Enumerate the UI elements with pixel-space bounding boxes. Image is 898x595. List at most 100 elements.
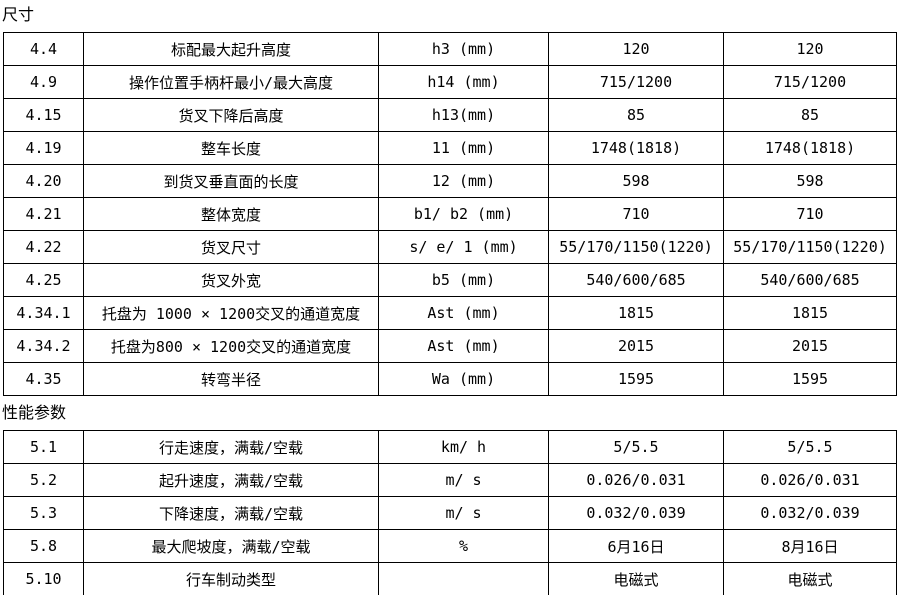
- param-name-cell: 托盘为 1000 × 1200交叉的通道宽度: [83, 296, 379, 330]
- param-name-cell: 操作位置手柄杆最小/最大高度: [83, 65, 379, 99]
- table-row: 5.10 行车制动类型 电磁式 电磁式: [3, 562, 897, 595]
- value-col1-cell: 0.026/0.031: [548, 463, 724, 497]
- value-col2-cell: 5/5.5: [723, 430, 897, 464]
- param-name-cell: 货叉下降后高度: [83, 98, 379, 132]
- table-row: 4.34.1 托盘为 1000 × 1200交叉的通道宽度 Ast (mm) 1815…: [3, 296, 897, 330]
- row-index-cell: 4.34.1: [3, 296, 84, 330]
- param-symbol-cell: [378, 562, 549, 595]
- param-symbol-cell: h14 (mm): [378, 65, 549, 99]
- value-col1-cell: 55/170/1150(1220): [548, 230, 724, 264]
- performance-table-body: 5.1 行走速度，满载/空载 km/ h 5/5.5 5/5.5 5.2 起升速度，满载/空…: [3, 430, 897, 595]
- value-col1-cell: 电磁式: [548, 562, 724, 595]
- performance-table: 5.1 行走速度，满载/空载 km/ h 5/5.5 5/5.5 5.2 起升速度，满载/空…: [3, 430, 897, 595]
- param-name-cell: 整体宽度: [83, 197, 379, 231]
- value-col2-cell: 120: [723, 32, 897, 66]
- value-col1-cell: 598: [548, 164, 724, 198]
- param-name-cell: 最大爬坡度，满载/空载: [83, 529, 379, 563]
- row-index-cell: 5.1: [3, 430, 84, 464]
- value-col2-cell: 0.026/0.031: [723, 463, 897, 497]
- param-symbol-cell: b5 (mm): [378, 263, 549, 297]
- row-index-cell: 5.3: [3, 496, 84, 530]
- row-index-cell: 4.15: [3, 98, 84, 132]
- param-name-cell: 行车制动类型: [83, 562, 379, 595]
- table-row: 4.25 货叉外宽 b5 (mm) 540/600/685 540/600/685: [3, 263, 897, 297]
- table-row: 4.15 货叉下降后高度 h13(mm) 85 85: [3, 98, 897, 132]
- param-symbol-cell: m/ s: [378, 496, 549, 530]
- param-symbol-cell: %: [378, 529, 549, 563]
- param-name-cell: 下降速度，满载/空载: [83, 496, 379, 530]
- value-col1-cell: 2015: [548, 329, 724, 363]
- value-col1-cell: 0.032/0.039: [548, 496, 724, 530]
- row-index-cell: 4.9: [3, 65, 84, 99]
- param-symbol-cell: h3 (mm): [378, 32, 549, 66]
- section-title-dimensions: 尺寸: [2, 5, 35, 24]
- row-index-cell: 5.2: [3, 463, 84, 497]
- param-name-cell: 货叉外宽: [83, 263, 379, 297]
- value-col2-cell: 1748(1818): [723, 131, 897, 165]
- row-index-cell: 4.34.2: [3, 329, 84, 363]
- row-index-cell: 4.25: [3, 263, 84, 297]
- table-row: 4.4 标配最大起升高度 h3 (mm) 120 120: [3, 32, 897, 66]
- dimensions-table-body: 4.4 标配最大起升高度 h3 (mm) 120 120 4.9 操作位置手柄杆最小/最大高…: [3, 32, 897, 396]
- value-col2-cell: 0.032/0.039: [723, 496, 897, 530]
- value-col1-cell: 6月16日: [548, 529, 724, 563]
- value-col1-cell: 1595: [548, 362, 724, 396]
- dimensions-table: 4.4 标配最大起升高度 h3 (mm) 120 120 4.9 操作位置手柄杆最小/最大高…: [3, 32, 897, 396]
- row-index-cell: 5.10: [3, 562, 84, 595]
- param-symbol-cell: km/ h: [378, 430, 549, 464]
- param-name-cell: 到货叉垂直面的长度: [83, 164, 379, 198]
- value-col2-cell: 540/600/685: [723, 263, 897, 297]
- param-name-cell: 整车长度: [83, 131, 379, 165]
- table-row: 4.19 整车长度 11 (mm) 1748(1818) 1748(1818): [3, 131, 897, 165]
- table-row: 5.8 最大爬坡度，满载/空载% 6月16日 8月16日: [3, 529, 897, 563]
- table-row: 4.21 整体宽度 b1/ b2 (mm) 710 710: [3, 197, 897, 231]
- value-col2-cell: 电磁式: [723, 562, 897, 595]
- param-symbol-cell: 11 (mm): [378, 131, 549, 165]
- row-index-cell: 4.21: [3, 197, 84, 231]
- param-symbol-cell: h13(mm): [378, 98, 549, 132]
- value-col2-cell: 598: [723, 164, 897, 198]
- value-col1-cell: 120: [548, 32, 724, 66]
- value-col2-cell: 1815: [723, 296, 897, 330]
- table-row: 4.34.2 托盘为800 × 1200交叉的通道宽度 Ast (mm) 2015 20…: [3, 329, 897, 363]
- row-index-cell: 4.20: [3, 164, 84, 198]
- value-col2-cell: 8月16日: [723, 529, 897, 563]
- value-col2-cell: 55/170/1150(1220): [723, 230, 897, 264]
- row-index-cell: 5.8: [3, 529, 84, 563]
- value-col2-cell: 710: [723, 197, 897, 231]
- param-symbol-cell: 12 (mm): [378, 164, 549, 198]
- param-name-cell: 转弯半径: [83, 362, 379, 396]
- table-row: 4.22 货叉尺寸 s/ e/ 1 (mm) 55/170/1150(1220) 55/…: [3, 230, 897, 264]
- table-row: 5.3 下降速度，满载/空载 m/ s 0.032/0.039 0.032/0.039: [3, 496, 897, 530]
- row-index-cell: 4.35: [3, 362, 84, 396]
- value-col1-cell: 5/5.5: [548, 430, 724, 464]
- param-symbol-cell: s/ e/ 1 (mm): [378, 230, 549, 264]
- param-symbol-cell: Ast (mm): [378, 296, 549, 330]
- row-index-cell: 4.4: [3, 32, 84, 66]
- param-symbol-cell: Ast (mm): [378, 329, 549, 363]
- value-col1-cell: 1748(1818): [548, 131, 724, 165]
- param-name-cell: 货叉尺寸: [83, 230, 379, 264]
- param-symbol-cell: b1/ b2 (mm): [378, 197, 549, 231]
- section-title-performance: 性能参数: [2, 403, 67, 422]
- param-name-cell: 起升速度，满载/空载: [83, 463, 379, 497]
- table-row: 5.2 起升速度，满载/空载 m/ s 0.026/0.031 0.026/0.031: [3, 463, 897, 497]
- row-index-cell: 4.19: [3, 131, 84, 165]
- value-col2-cell: 85: [723, 98, 897, 132]
- value-col2-cell: 1595: [723, 362, 897, 396]
- value-col2-cell: 715/1200: [723, 65, 897, 99]
- value-col1-cell: 715/1200: [548, 65, 724, 99]
- table-row: 4.20 到货叉垂直面的长度 12 (mm) 598 598: [3, 164, 897, 198]
- table-row: 4.35 转弯半径 Wa (mm) 1595 1595: [3, 362, 897, 396]
- table-row: 5.1 行走速度，满载/空载 km/ h 5/5.5 5/5.5: [3, 430, 897, 464]
- param-name-cell: 行走速度，满载/空载: [83, 430, 379, 464]
- param-symbol-cell: Wa (mm): [378, 362, 549, 396]
- value-col1-cell: 85: [548, 98, 724, 132]
- param-name-cell: 托盘为800 × 1200交叉的通道宽度: [83, 329, 379, 363]
- table-row: 4.9 操作位置手柄杆最小/最大高度 h14 (mm) 715/1200 715/120…: [3, 65, 897, 99]
- param-name-cell: 标配最大起升高度: [83, 32, 379, 66]
- value-col1-cell: 540/600/685: [548, 263, 724, 297]
- value-col1-cell: 710: [548, 197, 724, 231]
- value-col1-cell: 1815: [548, 296, 724, 330]
